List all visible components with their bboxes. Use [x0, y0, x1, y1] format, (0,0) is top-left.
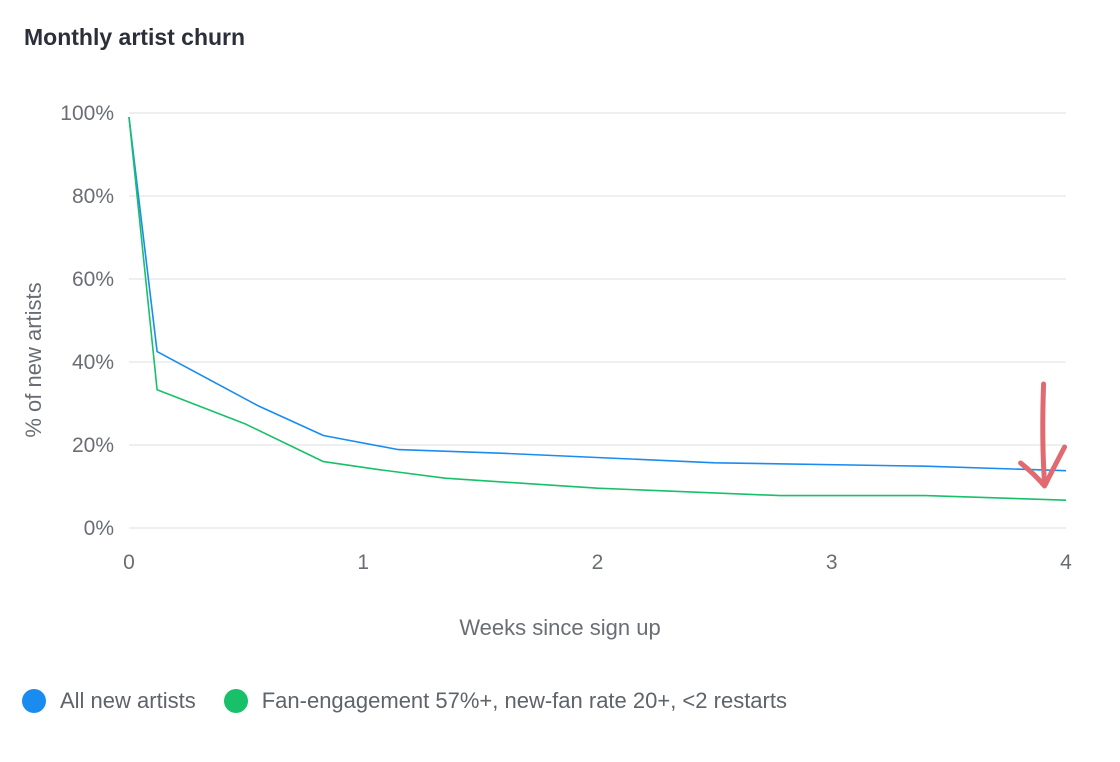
- arrow-shaft: [1040, 381, 1048, 487]
- gridlines: [129, 112, 1066, 529]
- y-tick-label: 40%: [72, 351, 114, 374]
- x-axis-ticks: 0 1 2 3 4: [123, 551, 1072, 574]
- legend-dot-blue: [22, 689, 46, 713]
- annotation-arrow: [1018, 381, 1068, 489]
- y-axis-title: % of new artists: [21, 282, 46, 437]
- x-tick-label: 1: [357, 551, 369, 574]
- legend-item-fan-engagement[interactable]: Fan-engagement 57%+, new-fan rate 20+, <…: [223, 688, 787, 714]
- x-tick-label: 4: [1060, 551, 1072, 574]
- arrow-head: [1018, 444, 1068, 489]
- y-tick-label: 100%: [60, 102, 114, 125]
- line-chart: 0% 20% 40% 60% 80% 100% 0 1 2 3 4 Weeks since sig…: [21, 102, 1072, 640]
- y-tick-label: 60%: [72, 268, 114, 291]
- x-tick-label: 3: [826, 551, 838, 574]
- series-line-0: [128, 117, 1067, 472]
- y-tick-label: 0%: [84, 517, 114, 540]
- series-line-1: [128, 117, 1067, 501]
- y-tick-label: 20%: [72, 434, 114, 457]
- legend-label: Fan-engagement 57%+, new-fan rate 20+, <…: [261, 688, 787, 713]
- series-lines: [128, 117, 1067, 501]
- chart-title: Monthly artist churn: [24, 24, 246, 50]
- x-tick-label: 0: [123, 551, 135, 574]
- x-axis-title: Weeks since sign up: [459, 615, 660, 640]
- y-tick-label: 80%: [72, 185, 114, 208]
- x-tick-label: 2: [592, 551, 604, 574]
- legend-item-all-new-artists[interactable]: All new artists: [22, 688, 196, 714]
- legend: All new artists Fan-engagement 57%+, new…: [22, 688, 815, 714]
- y-axis-ticks: 0% 20% 40% 60% 80% 100%: [60, 102, 114, 540]
- legend-label: All new artists: [60, 688, 196, 713]
- legend-dot-green: [223, 689, 248, 713]
